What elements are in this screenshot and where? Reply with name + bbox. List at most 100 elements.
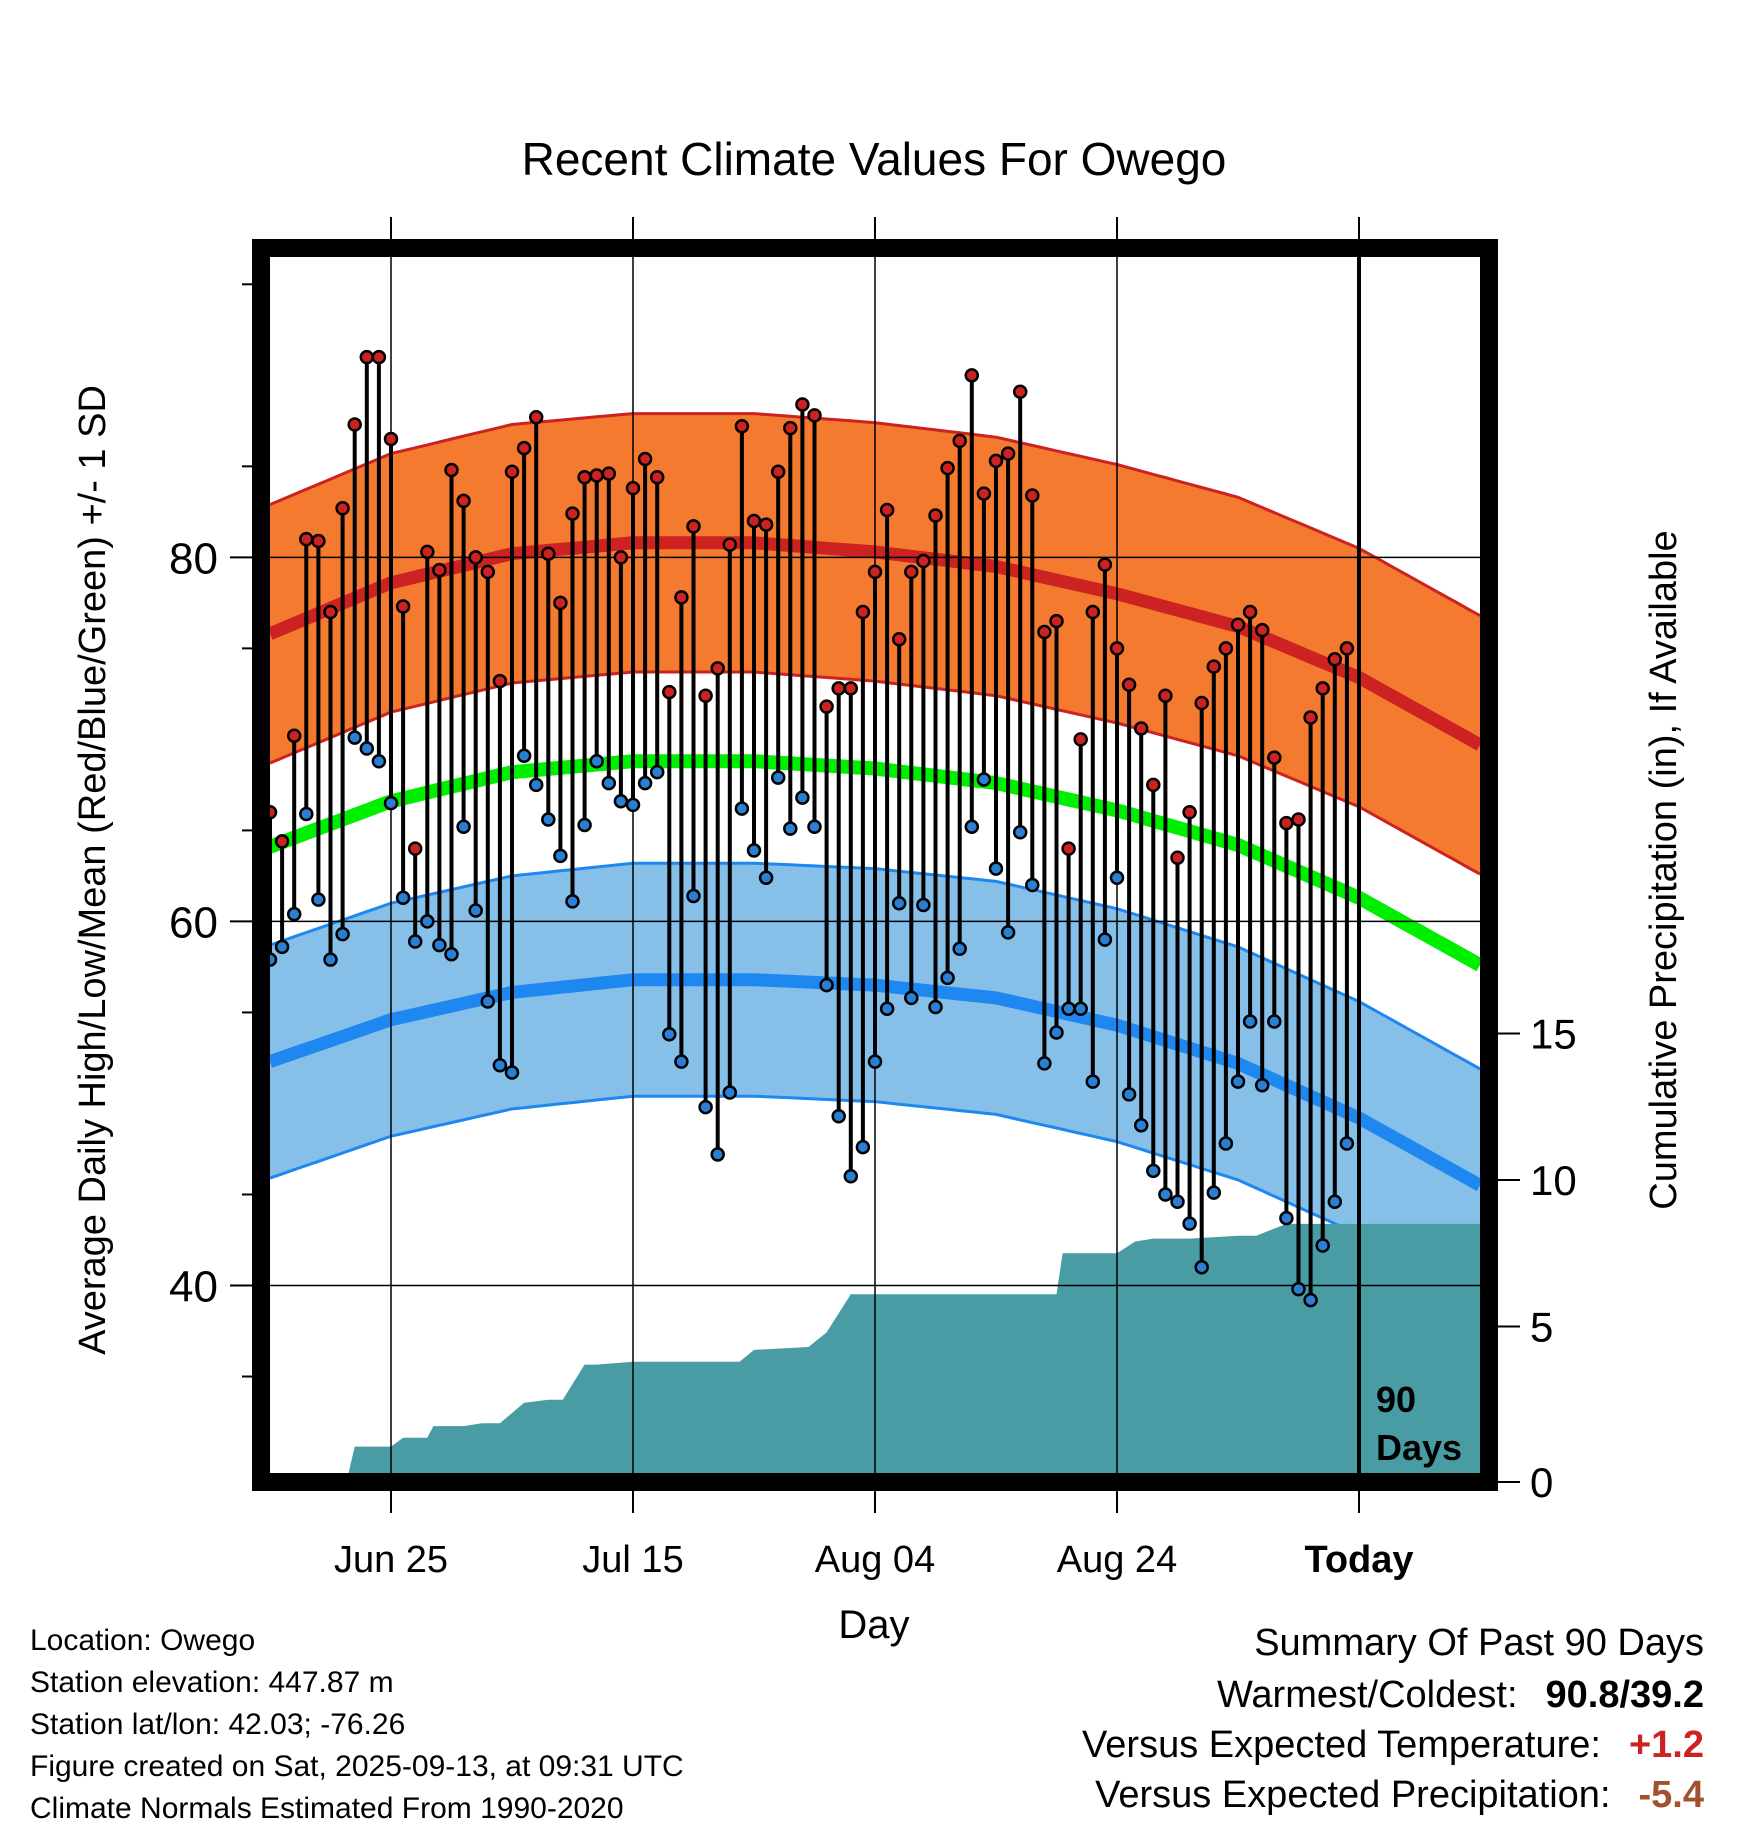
- high-point: [710, 661, 725, 676]
- high-point: [395, 599, 411, 614]
- high-point: [1315, 681, 1330, 696]
- high-point: [698, 688, 713, 703]
- low-point: [1097, 932, 1113, 947]
- high-point: [299, 531, 314, 547]
- high-point: [1194, 695, 1209, 711]
- low-point: [1037, 1056, 1052, 1071]
- high-point: [964, 368, 980, 383]
- low-point: [770, 770, 786, 785]
- y-tick-label: 40: [169, 1263, 218, 1312]
- low-point: [1158, 1187, 1173, 1202]
- high-point: [286, 728, 302, 744]
- high-point: [904, 564, 919, 580]
- low-point: [311, 892, 326, 907]
- y-tick-label: 80: [169, 534, 218, 583]
- high-point: [1109, 641, 1125, 656]
- high-point: [831, 681, 846, 696]
- low-point: [1073, 1001, 1088, 1017]
- high-point: [601, 466, 617, 481]
- low-point: [1327, 1194, 1343, 1210]
- left-axis-ticks: 40 60 80: [169, 283, 252, 1378]
- plot-frame: [252, 239, 1498, 1491]
- low-point: [1000, 925, 1016, 940]
- high-point: [347, 417, 362, 432]
- low-point: [1085, 1074, 1101, 1089]
- high-point: [1254, 622, 1270, 638]
- high-point: [1025, 488, 1040, 503]
- high-point: [819, 699, 834, 714]
- low-point: [891, 895, 907, 911]
- high-point: [807, 408, 822, 423]
- high-point: [758, 517, 774, 532]
- high-point: [649, 470, 665, 485]
- daily-points: [270, 349, 1355, 1308]
- x-tick-label: Jul 15: [582, 1539, 683, 1581]
- low-point: [686, 888, 701, 904]
- y2-tick-label: 0: [1530, 1459, 1553, 1506]
- axes: 40 60 80 0 5 10 15 Jun 25 Jul 15 Aug 04 Aug 24 To…: [169, 217, 1577, 1581]
- high-point: [637, 451, 653, 467]
- x-axis-label: Day: [838, 1603, 909, 1647]
- low-point: [541, 812, 556, 827]
- high-point: [674, 590, 689, 605]
- low-point: [879, 1001, 895, 1017]
- info-latlon: Station lat/lon: 42.03; -76.26: [30, 1708, 406, 1741]
- chart-title: Recent Climate Values For Owego: [522, 133, 1227, 185]
- high-point: [976, 486, 992, 501]
- high-point: [1146, 777, 1161, 793]
- high-point: [783, 420, 798, 436]
- high-point: [916, 553, 931, 569]
- high-point: [1279, 815, 1294, 831]
- low-point: [1170, 1194, 1185, 1210]
- summary-temp-label: Versus Expected Temperature:: [1082, 1724, 1601, 1766]
- today-marker-label-days: Days: [1376, 1427, 1462, 1468]
- high-point: [1206, 659, 1222, 674]
- y-tick-label: 60: [169, 898, 218, 947]
- y2-axis-label: Cumulative Precipitation (in), If Availa…: [1643, 530, 1685, 1209]
- high-point: [311, 533, 326, 549]
- low-point: [1339, 1136, 1355, 1151]
- low-point: [843, 1169, 859, 1184]
- low-point: [286, 906, 302, 922]
- low-point: [516, 748, 532, 764]
- low-point: [807, 819, 822, 835]
- low-point: [1194, 1260, 1209, 1275]
- low-point: [589, 753, 604, 769]
- right-axis-ticks: 0 5 10 15: [1498, 1010, 1577, 1506]
- summary-warm-cold-label: Warmest/Coldest:: [1216, 1674, 1518, 1716]
- low-point: [420, 914, 435, 929]
- summary-warm-cold: Warmest/Coldest: 90.8/39.2: [1217, 1674, 1704, 1717]
- low-point: [504, 1065, 520, 1080]
- low-point: [1012, 824, 1028, 840]
- summary-precip-value: -5.4: [1638, 1774, 1704, 1816]
- high-point: [625, 480, 641, 496]
- high-point: [928, 508, 943, 523]
- high-point: [274, 834, 290, 849]
- high-point: [940, 460, 955, 476]
- high-point: [1121, 677, 1137, 693]
- y2-tick-label: 10: [1530, 1157, 1577, 1204]
- high-point: [952, 433, 967, 449]
- x-tick-label: Today: [1304, 1539, 1413, 1581]
- low-point: [480, 994, 496, 1009]
- summary-warm-cold-value: 90.8/39.2: [1545, 1674, 1704, 1716]
- info-elevation: Station elevation: 447.87 m: [30, 1666, 394, 1699]
- summary-temp-value: +1.2: [1628, 1724, 1704, 1766]
- y2-tick-label: 15: [1530, 1010, 1577, 1057]
- low-point: [577, 817, 592, 833]
- low-point: [710, 1147, 725, 1162]
- low-point: [274, 939, 290, 955]
- low-point: [758, 870, 774, 885]
- low-point: [347, 730, 362, 745]
- low-point: [698, 1099, 713, 1115]
- low-point: [407, 934, 423, 949]
- low-point: [819, 977, 834, 993]
- high-point: [504, 464, 520, 480]
- high-point: [1267, 750, 1282, 765]
- high-point: [988, 453, 1004, 469]
- low-point: [1242, 1014, 1258, 1029]
- high-point: [1073, 732, 1088, 747]
- x-tick-label: Aug 24: [1057, 1539, 1177, 1581]
- high-point: [553, 595, 568, 611]
- summary-precip: Versus Expected Precipitation: -5.4: [1095, 1774, 1704, 1817]
